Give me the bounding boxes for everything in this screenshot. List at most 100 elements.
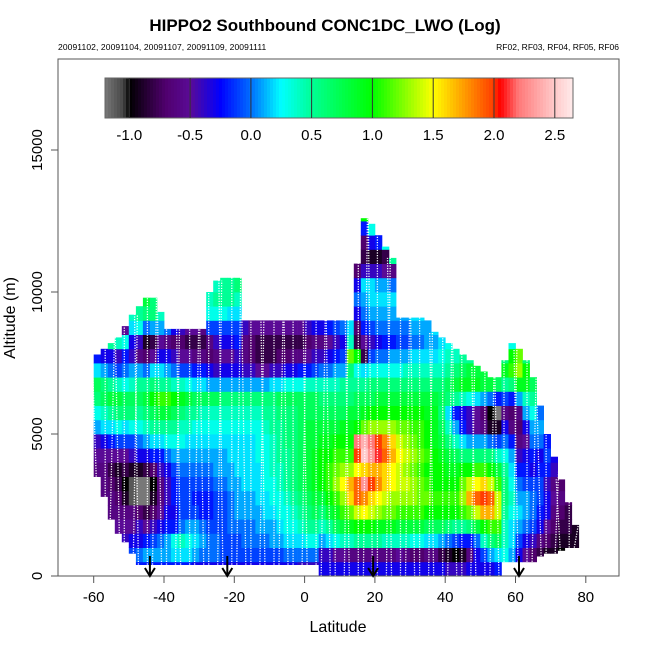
curtain-cell [241,547,249,563]
curtain-cell [241,419,249,435]
curtain-cell [206,391,214,406]
curtain-cell [206,320,214,335]
curtain-cell [466,490,474,506]
curtain-cell [473,405,481,421]
colorbar-swatch [543,78,547,118]
colorbar-swatch [405,78,409,118]
curtain-cell [164,391,172,406]
curtain-cell [220,292,228,307]
curtain-cell [353,320,362,335]
curtain-cell [452,448,460,463]
curtain-cell [543,462,551,477]
curtain-cell [142,490,151,506]
curtain-cell [452,533,460,548]
curtain-cell [121,519,130,534]
curtain-cell [480,547,488,563]
curtain-cell [389,434,397,449]
curtain-cell [417,505,425,520]
curtain-cell [325,334,334,350]
curtain-cell [431,348,439,364]
curtain-cell [487,533,495,548]
curtain-cell [304,405,312,421]
curtain-cell [164,363,172,378]
curtain-cell [227,377,235,392]
curtain-cell [199,363,207,378]
curtain-cell [452,405,460,421]
curtain-cell [171,519,179,534]
curtain-cell [445,462,453,477]
curtain-cell [142,533,151,548]
curtain-cell [269,320,277,335]
curtain-cell [374,348,383,364]
curtain-cell [508,476,516,492]
curtain-cell [381,490,390,506]
curtain-cell [508,519,516,534]
flight-track [132,314,139,554]
curtain-cell [459,419,467,435]
curtain-cell [142,476,151,492]
curtain-cell [389,448,397,463]
curtain-cell [557,519,566,534]
curtain-cell [248,334,256,350]
curtain-cell [269,490,277,506]
curtain-cell [339,462,348,477]
flight-tracks [91,218,579,577]
curtain-cell [297,561,305,565]
curtain-cell [332,377,341,392]
colorbar-swatch [525,78,529,118]
x-axis: -60 -40 -20 0 20 40 60 80 [83,576,594,606]
curtain-cell [234,519,242,534]
curtain-cell [128,419,137,435]
colorbar-swatch [447,78,451,118]
curtain-cell [178,448,186,463]
curtain-cell [157,348,165,364]
curtain-cell [360,363,369,378]
curtain-cell [410,348,418,364]
curtain-cell [107,348,116,364]
curtain-cell [360,292,369,307]
curtain-cell [142,405,151,421]
curtain-cell [107,405,116,421]
curtain-cell [417,363,425,378]
curtain-cell [149,363,158,378]
curtain-cell [220,490,228,506]
curtain-cell [213,363,221,378]
colorbar-swatch [318,78,322,118]
curtain-cell [396,490,404,506]
curtain-cell [389,505,397,520]
curtain-cell [128,547,137,554]
curtain-cell [424,334,432,350]
curtain-cell [206,348,214,364]
curtain-cell [100,490,109,497]
curtain-cell [501,505,509,520]
curtain-cell [445,490,453,506]
curtain-cell [325,405,334,421]
colorbar-swatch [171,78,175,118]
curtain-cell [515,533,523,548]
curtain-cell [494,419,502,435]
curtain-cell [374,377,383,392]
curtain-cell [192,448,200,463]
colorbar-swatch [216,78,220,118]
curtain-cell [206,363,214,378]
curtain-cell [199,328,207,335]
curtain-cell [269,391,277,406]
curtain-cell [234,363,242,378]
flight-track [175,328,182,565]
curtain-cell [381,246,390,250]
curtain-cell [164,547,172,563]
curtain-cell [128,377,137,392]
curtain-cell [529,490,537,506]
curtain-cell [487,547,495,563]
curtain-cell [206,448,214,463]
curtain-cell [206,292,214,307]
curtain-cell [178,533,186,548]
curtain-cell [473,476,481,492]
curtain-cell [403,334,411,350]
curtain-cell [501,419,509,435]
curtain-cell [149,561,158,565]
curtain-cell [206,462,214,477]
curtain-cell [142,462,151,477]
curtain-cell [508,462,516,477]
curtain-cell [121,448,130,463]
